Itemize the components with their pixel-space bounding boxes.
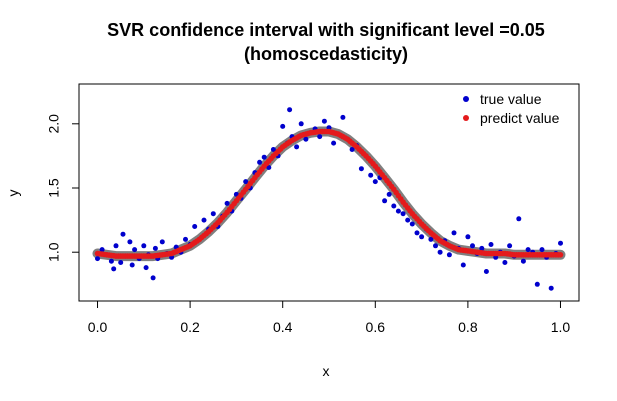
confidence-band-path [92,126,566,262]
true-value-point [280,123,286,129]
true-value-point [270,147,276,152]
true-value-point [479,245,485,251]
true-value-point [414,230,420,236]
true-value-point [143,265,149,271]
true-value-point [400,211,406,217]
true-value-point [470,243,475,249]
true-value-point [303,136,309,142]
true-value-point [340,114,346,120]
true-value-point [525,247,531,253]
legend: true value predict value [463,91,560,126]
true-value-point [118,260,124,265]
true-value-point [409,221,415,227]
true-value-point [446,252,452,258]
true-value-point [141,243,147,249]
true-value-point [433,243,438,249]
y-tick-label: 2.0 [46,114,62,134]
predict-value-points [94,128,564,259]
true-value-point [243,179,249,185]
true-value-point [558,240,563,246]
true-value-point [520,258,526,264]
x-axis: 0.0 0.2 0.4 0.6 0.8 1.0 [88,300,571,335]
confidence-band [92,126,566,262]
true-value-point [95,256,100,262]
legend-marker-true [463,96,469,102]
true-value-point [539,247,545,253]
true-value-point [349,147,355,152]
y-axis: 1.0 1.5 2.0 [46,114,80,262]
true-value-point [548,285,554,291]
true-value-point [224,200,230,206]
true-value-point [257,159,263,165]
true-value-point [372,179,378,185]
x-tick-label: 0.4 [273,319,293,335]
y-tick-label: 1.5 [46,178,62,198]
x-tick-label: 0.6 [366,319,386,335]
true-value-point [266,165,272,170]
true-value-point [99,247,105,253]
true-value-point [111,266,117,272]
true-value-point [317,134,323,140]
true-value-point [192,224,198,229]
true-value-point [132,247,138,253]
true-value-point [183,236,188,242]
true-value-point [261,154,267,160]
true-value-point [534,281,540,287]
true-value-point [120,231,126,237]
legend-marker-predict [463,115,469,121]
true-value-point [428,236,434,242]
chart-title-line1: SVR confidence interval with significant… [107,20,545,40]
true-value-point [368,172,374,178]
legend-label-predict: predict value [480,110,560,126]
true-value-point [152,245,158,251]
predict-value-point [557,252,564,258]
true-value-point [419,234,425,240]
true-value-point [210,211,216,217]
chart-title-line2: (homoscedasticity) [244,44,408,64]
true-value-point [405,217,411,223]
true-value-point [294,144,300,150]
true-value-point [516,216,522,222]
true-value-point [129,262,135,268]
x-tick-label: 0.2 [180,319,200,335]
true-value-point [488,242,494,247]
x-axis-label: x [323,363,330,379]
true-value-point [460,262,466,268]
true-value-point [386,191,392,197]
true-value-point [108,258,114,264]
y-tick-label: 1.0 [46,242,62,262]
true-value-point [507,243,513,249]
true-value-point [287,107,293,113]
true-value-point [382,198,388,204]
true-value-point [150,275,156,281]
true-value-point [127,239,133,245]
true-value-point [391,203,397,209]
true-value-point [451,230,457,236]
true-value-point [298,121,304,127]
true-value-point [159,239,165,245]
true-value-point [437,249,443,255]
true-value-point [201,217,207,223]
legend-label-true: true value [480,91,542,107]
true-value-point [358,166,364,172]
true-value-point [395,208,401,214]
x-tick-label: 0.0 [88,319,108,335]
true-value-point [483,269,489,274]
true-value-point [331,140,337,146]
y-axis-label: y [5,190,21,197]
true-value-point [321,118,327,124]
true-value-point [502,260,508,265]
x-tick-label: 1.0 [551,319,571,335]
x-tick-label: 0.8 [458,319,478,335]
true-value-point [113,243,119,249]
true-value-point [465,234,471,240]
